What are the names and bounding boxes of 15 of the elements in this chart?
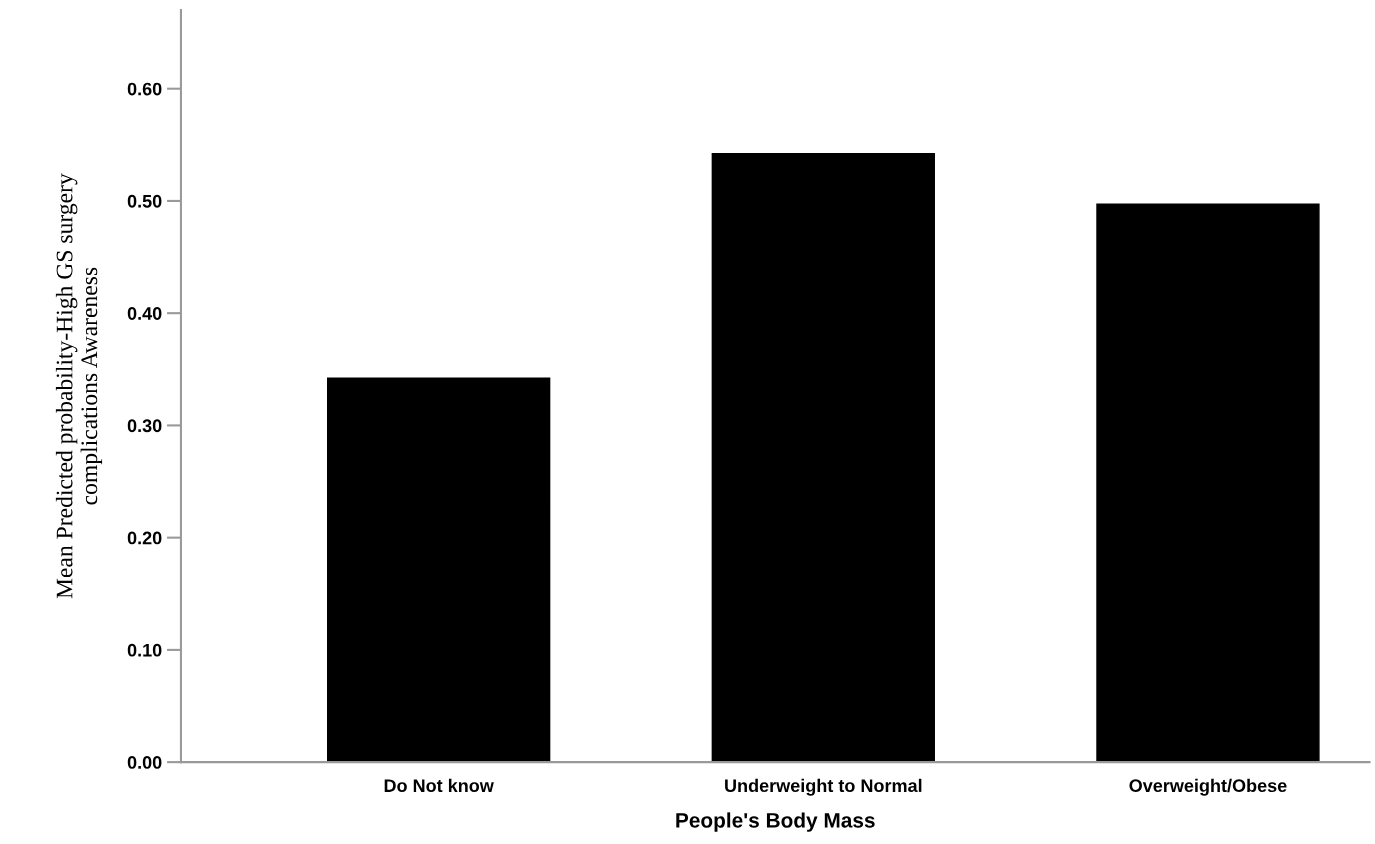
y-tick-label: 0.20	[127, 531, 162, 545]
y-tick-label: 0.40	[127, 307, 162, 320]
x-axis-title: People's Body Mass	[676, 812, 875, 832]
bar	[1096, 203, 1320, 763]
y-axis-title: Mean Predicted probability-High GS surgery complications Awareness	[55, 173, 103, 599]
x-tick-label: Overweight/Obese	[1129, 778, 1287, 796]
x-tick-label: Do Not know	[384, 778, 494, 793]
y-tick-label: 0.50	[127, 194, 162, 208]
y-tick-label: 0.60	[127, 82, 162, 96]
bar	[326, 377, 551, 763]
x-tick-label: Underweight to Normal	[725, 778, 922, 796]
y-tick-label: 0.10	[127, 643, 162, 657]
bar	[711, 153, 935, 763]
y-tick-label: 0.30	[127, 419, 162, 433]
y-tick-label: 0.00	[127, 756, 162, 769]
